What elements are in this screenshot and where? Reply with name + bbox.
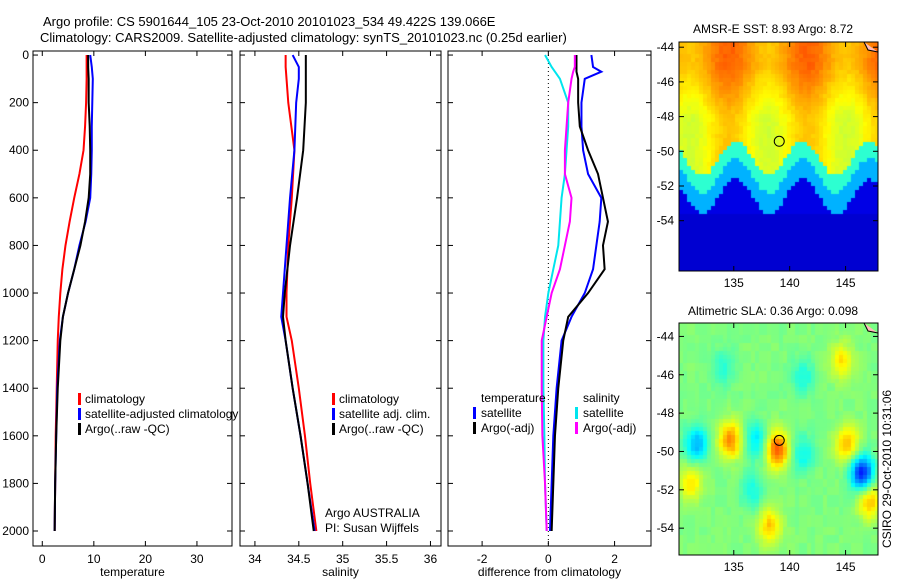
series-line-temperature-argo-adj- [550,55,609,532]
legend-label: satellite [481,406,522,420]
sst-map-title: AMSR-E SST: 8.93 Argo: 8.72 [693,22,854,36]
y-tick-label: 1800 [2,476,29,490]
x-tick-label: 0 [545,552,552,566]
sla-map-image [679,323,878,555]
map-x-tick-label: 145 [836,560,856,574]
legend-swatch [78,393,81,405]
map-x-tick-label: 145 [836,276,856,290]
map-x-tick-label: 135 [724,276,744,290]
legend-swatch [575,407,578,419]
y-tick-label: 2000 [2,524,29,538]
coastline [863,322,879,334]
x-tick-label: 34.5 [287,552,311,566]
legend-label: satellite adj. clim. [339,407,430,421]
legend-swatch [332,423,335,435]
credit-line-2: PI: Susan Wijffels [325,521,419,535]
map-frame [678,41,879,272]
map-x-tick-label: 140 [780,560,800,574]
axes-frame-1 [239,50,442,547]
legend-swatch [78,408,81,420]
y-tick-label: 1000 [2,286,29,300]
legend-label: Argo(-adj) [583,421,636,435]
map-y-tick-label: -48 [657,406,675,420]
legend-swatch [575,422,578,434]
legend-swatch [332,393,335,405]
title-line-2: Climatology: CARS2009. Satellite-adjuste… [40,30,567,45]
y-tick-label: 0 [22,48,29,62]
x-tick-label: 34 [248,552,262,566]
x-axis-label: difference from climatology [478,565,621,579]
map-y-tick-label: -52 [657,179,675,193]
y-tick-label: 1400 [2,381,29,395]
x-tick-label: 35.5 [375,552,399,566]
series-line-climatology [284,55,318,532]
x-tick-label: 30 [190,552,204,566]
y-tick-label: 1600 [2,429,29,443]
x-tick-label: 2 [611,552,618,566]
y-tick-label: 800 [9,238,29,252]
series-line-salinity-argo-adj- [540,55,576,532]
map-y-tick-label: -44 [657,329,675,343]
legend-label: Argo(-adj) [481,421,534,435]
title-line-1: Argo profile: CS 5901644_105 23-Oct-2010… [43,14,496,29]
y-tick-label: 1200 [2,334,29,348]
legend-swatch [473,422,476,434]
map-y-tick-label: -46 [657,75,675,89]
map-y-tick-label: -50 [657,444,675,458]
x-tick-label: 0 [39,552,46,566]
x-axis-label: salinity [322,565,359,579]
legend-swatch [473,407,476,419]
x-axis-label: temperature [100,565,165,579]
legend-swatch [78,423,81,435]
series-line-argo-raw-qc- [282,55,315,532]
legend-label: climatology [85,392,145,406]
legend-label: satellite-adjusted climatology [85,407,238,421]
legend-group-title: temperature [481,391,546,405]
coastline [863,41,879,53]
map-x-tick-label: 140 [780,276,800,290]
series-line-temperature-satellite [548,54,604,532]
y-tick-label: 200 [9,96,29,110]
map-y-tick-label: -48 [657,110,675,124]
legend-label: Argo(..raw -QC) [339,422,424,436]
axes-frame-0 [32,50,233,547]
axes-frame-2 [447,50,652,547]
map-x-tick-label: 135 [724,560,744,574]
series-line-argo-raw-qc- [53,55,92,532]
map-y-tick-label: -54 [657,521,675,535]
argo-location-marker [773,135,785,147]
series-line-climatology [53,55,88,532]
legend-label: Argo(..raw -QC) [85,422,170,436]
series-line-salinity-satellite [542,54,570,532]
x-tick-label: 36 [424,552,438,566]
argo-location-marker [773,434,785,446]
map-y-tick-label: -52 [657,483,675,497]
legend-label: climatology [339,392,399,406]
map-y-tick-label: -46 [657,368,675,382]
legend-group-title: salinity [583,391,620,405]
y-tick-label: 600 [9,191,29,205]
legend-swatch [332,408,335,420]
x-tick-label: 35 [336,552,350,566]
map-y-tick-label: -44 [657,40,675,54]
map-y-tick-label: -50 [657,144,675,158]
x-tick-label: 20 [139,552,153,566]
x-tick-label: -2 [477,552,488,566]
sla-map-title: Altimetric SLA: 0.36 Argo: 0.098 [688,304,859,318]
map-y-tick-label: -54 [657,214,675,228]
credit-line-1: Argo AUSTRALIA [325,506,420,520]
y-tick-label: 400 [9,143,29,157]
x-tick-label: 10 [87,552,101,566]
sst-map-image [679,42,878,271]
map-frame [678,322,879,556]
legend-label: satellite [583,406,624,420]
